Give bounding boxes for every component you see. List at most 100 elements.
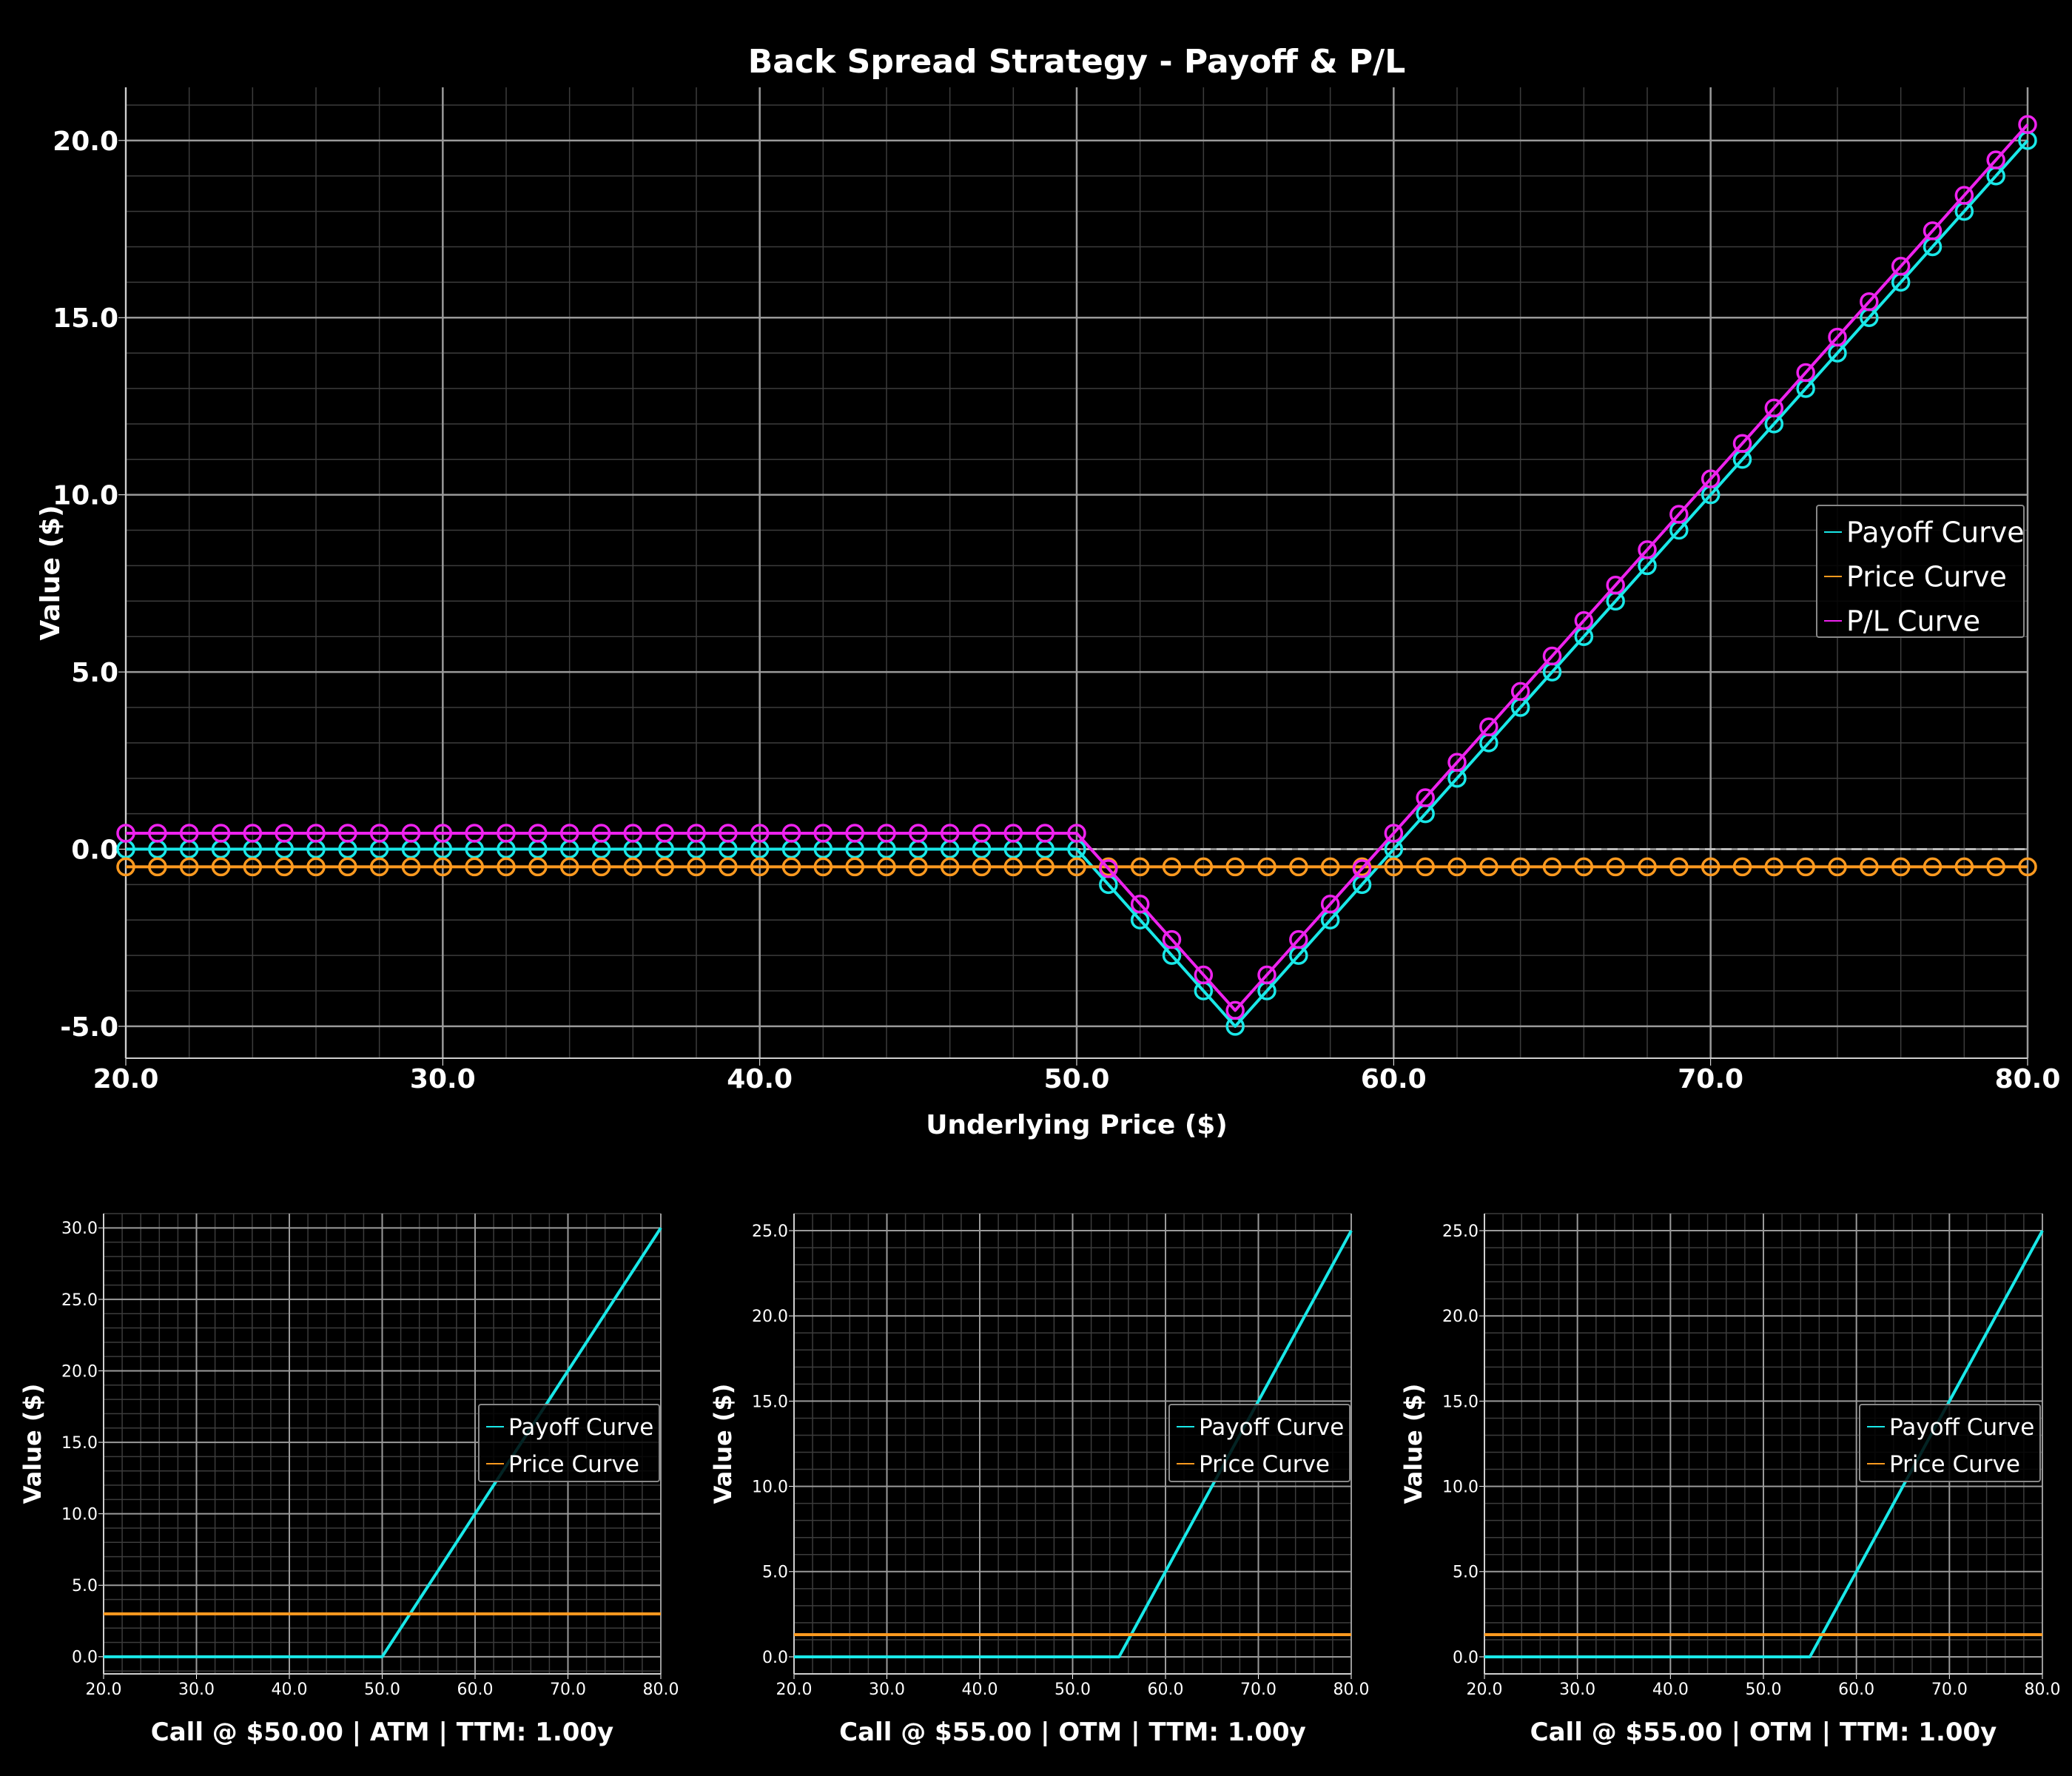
x-tick-label: 20.0: [93, 1064, 159, 1094]
legend: Payoff Curve Price Curve: [1168, 1404, 1350, 1482]
x-tick-label: 70.0: [1240, 1681, 1276, 1699]
y-tick-label: 25.0: [1442, 1222, 1479, 1241]
data-point-marker: [148, 824, 167, 843]
legend: Payoff Curve Price Curve: [1859, 1404, 2041, 1482]
data-point-marker: [306, 857, 326, 877]
x-tick-label: 40.0: [962, 1681, 998, 1699]
legend-entry-label: Price Curve: [1846, 560, 2007, 593]
y-tick-label: 5.0: [762, 1564, 788, 1582]
data-point-marker: [655, 824, 674, 843]
data-point-marker: [2018, 857, 2037, 877]
data-point-marker: [813, 824, 833, 843]
data-point-marker: [1891, 257, 1911, 276]
data-point-marker: [687, 857, 706, 877]
data-point-marker: [1352, 859, 1372, 878]
subplot-title: Call @ $55.00 | OTM | TTM: 1.00y: [1530, 1718, 1997, 1747]
data-point-marker: [1796, 363, 1815, 383]
y-axis-label: Value ($): [709, 1384, 737, 1504]
x-tick-label: 30.0: [869, 1681, 905, 1699]
series-payoff-curve: [794, 1230, 1353, 1658]
data-point-marker: [1638, 540, 1657, 559]
data-point-marker: [877, 857, 896, 877]
x-tick-label: 30.0: [1559, 1681, 1595, 1699]
data-point-marker: [972, 857, 992, 877]
data-point-marker: [211, 824, 231, 843]
data-point-marker: [655, 857, 674, 877]
legend: Payoff Curve Price Curve: [478, 1404, 660, 1482]
y-tick-label: 0.0: [762, 1649, 788, 1667]
x-tick-label: 50.0: [1054, 1681, 1091, 1699]
data-point-marker: [1891, 857, 1911, 877]
data-point-marker: [1447, 857, 1467, 877]
data-point-marker: [719, 857, 738, 877]
data-point-marker: [433, 857, 453, 877]
data-point-marker: [179, 857, 199, 877]
data-point-marker: [1099, 859, 1118, 878]
data-point-marker: [750, 857, 770, 877]
legend-entry-label: Payoff Curve: [1889, 1414, 2034, 1441]
x-tick-label: 20.0: [86, 1681, 122, 1699]
data-point-marker: [1764, 398, 1784, 418]
data-point-marker: [909, 824, 928, 843]
data-point-marker: [845, 824, 864, 843]
x-tick-label: 60.0: [457, 1681, 494, 1699]
data-point-marker: [243, 857, 263, 877]
chart-panel-3: 20.0 30.0 40.0 50.0 60.0 70.0 80.0 0.0 5.0 10.0 15…: [1399, 1213, 2061, 1747]
y-tick-label: 15.0: [752, 1393, 788, 1411]
data-point-marker: [1257, 857, 1276, 877]
data-point-marker: [623, 857, 643, 877]
data-point-marker: [528, 824, 548, 843]
data-point-marker: [1701, 469, 1720, 488]
data-point-marker: [781, 857, 801, 877]
x-tick-label: 40.0: [272, 1681, 308, 1699]
data-point-marker: [1479, 717, 1498, 737]
data-point-marker: [1986, 857, 2005, 877]
legend-box: [478, 1404, 660, 1482]
data-point-marker: [591, 857, 611, 877]
subplot-title: Call @ $55.00 | OTM | TTM: 1.00y: [839, 1718, 1306, 1747]
y-tick-label: 0.0: [72, 1649, 98, 1667]
y-tick-label: 10.0: [61, 1506, 98, 1524]
legend-entry-label: Payoff Curve: [508, 1414, 653, 1441]
data-point-marker: [1162, 929, 1182, 949]
data-point-marker: [1320, 857, 1340, 877]
data-point-marker: [1860, 292, 1879, 312]
data-point-marker: [781, 824, 801, 843]
data-point-marker: [465, 857, 484, 877]
data-point-marker: [1542, 857, 1562, 877]
x-tick-label: 70.0: [550, 1681, 586, 1699]
data-point-marker: [1796, 857, 1815, 877]
data-point-marker: [179, 824, 199, 843]
y-axis-label: Value ($): [1399, 1384, 1427, 1504]
data-point-marker: [1701, 857, 1720, 877]
data-point-marker: [1669, 857, 1689, 877]
data-point-marker: [909, 857, 928, 877]
data-point-marker: [1194, 857, 1214, 877]
data-point-marker: [1510, 682, 1530, 702]
data-point-marker: [877, 824, 896, 843]
series-line: [126, 139, 2029, 1028]
data-point-marker: [497, 857, 516, 877]
legend-box: [1859, 1404, 2041, 1482]
x-tick-label: 20.0: [776, 1681, 813, 1699]
y-tick-label: 20.0: [1442, 1308, 1479, 1326]
x-tick-label: 80.0: [2025, 1681, 2061, 1699]
y-tick-label: 25.0: [61, 1291, 98, 1310]
x-tick-label: 50.0: [1746, 1681, 1782, 1699]
data-point-marker: [369, 824, 389, 843]
series-line: [104, 1227, 662, 1658]
data-point-marker: [1828, 327, 1847, 347]
data-point-marker: [1067, 824, 1086, 843]
data-point-marker: [1003, 857, 1023, 877]
data-point-marker: [243, 824, 263, 843]
data-point-marker: [623, 824, 643, 843]
x-tick-label: 60.0: [1148, 1681, 1184, 1699]
data-point-marker: [1923, 221, 1942, 240]
data-point-marker: [1510, 857, 1530, 877]
legend-entry-label: P/L Curve: [1846, 605, 1980, 637]
data-point-marker: [1130, 857, 1150, 877]
chart-panel-2: 20.0 30.0 40.0 50.0 60.0 70.0 80.0 0.0 5.0 10.0 15…: [709, 1213, 1369, 1747]
data-point-marker: [401, 857, 421, 877]
series-pl-curve: [116, 115, 2037, 1020]
data-point-marker: [1954, 857, 1974, 877]
